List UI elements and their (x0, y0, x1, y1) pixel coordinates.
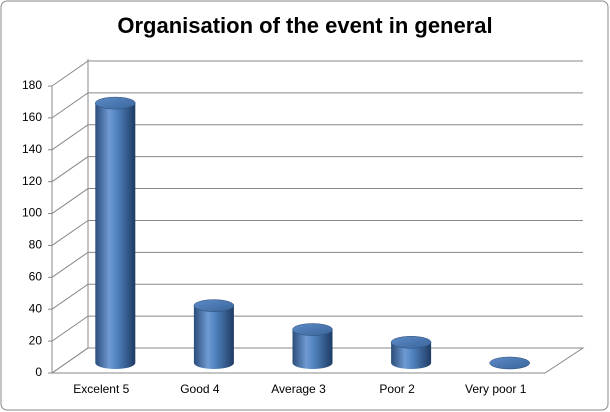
chart-title: Organisation of the event in general (117, 13, 492, 38)
bar (292, 329, 333, 369)
y-tick-label: 40 (29, 301, 43, 315)
bar-top (390, 336, 432, 349)
bar (193, 305, 234, 369)
y-tick-label: 20 (29, 333, 43, 347)
x-tick-label: Average 3 (271, 382, 326, 396)
x-tick-label: Poor 2 (379, 382, 415, 396)
grid-line (51, 124, 583, 151)
grid-line (51, 188, 583, 214)
grid-line (51, 156, 583, 183)
bar-top (95, 96, 136, 110)
y-tick-label: 120 (22, 174, 42, 188)
x-tick-label: Good 4 (180, 382, 220, 396)
x-tick-label: Excelent 5 (73, 382, 129, 396)
y-tick-label: 140 (22, 142, 42, 156)
y-tick-label: 80 (29, 238, 43, 252)
grid-line (51, 283, 583, 310)
bar-top (193, 299, 235, 312)
grid-line (51, 92, 583, 119)
bar-top (292, 323, 333, 336)
grid-line (51, 315, 583, 342)
y-tick-label: 0 (35, 365, 42, 379)
grid-line (51, 219, 583, 246)
grid-line (51, 60, 583, 87)
grid-line (51, 251, 583, 278)
x-tick-label: Very poor 1 (465, 382, 527, 396)
bar (95, 103, 136, 369)
bar-top (489, 356, 530, 370)
y-tick-label: 60 (29, 270, 43, 284)
bar (391, 342, 432, 369)
y-tick-label: 160 (22, 110, 42, 124)
y-tick-label: 100 (22, 206, 42, 220)
y-tick-label: 180 (22, 78, 42, 92)
